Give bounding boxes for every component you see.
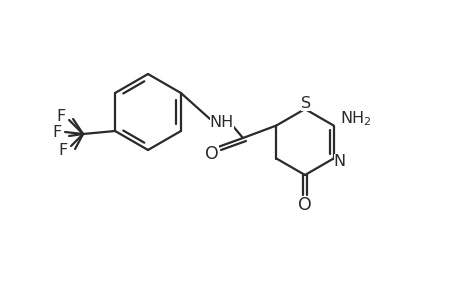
Text: O: O <box>297 196 311 214</box>
Text: F: F <box>52 124 62 140</box>
Text: N: N <box>333 154 345 169</box>
Text: F: F <box>56 109 66 124</box>
Text: S: S <box>300 95 310 110</box>
Text: NH: NH <box>209 115 234 130</box>
Text: O: O <box>205 145 218 163</box>
Text: F: F <box>58 142 67 158</box>
Text: NH$_2$: NH$_2$ <box>339 109 370 128</box>
